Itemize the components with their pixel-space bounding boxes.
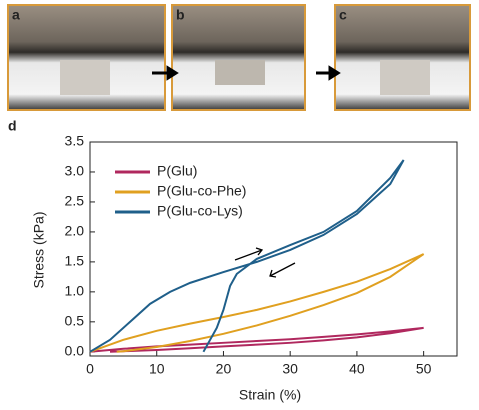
legend-label: P(Glu-co-Phe): [157, 183, 246, 199]
x-tick-label: 40: [349, 361, 365, 377]
y-tick-label: 2.5: [65, 193, 85, 209]
x-axis-label: Strain (%): [239, 387, 301, 403]
y-axis-label: Stress (kPa): [31, 211, 47, 288]
photo-panels: a b c: [7, 4, 471, 111]
y-tick-label: 1.5: [65, 253, 85, 269]
panel-label: a: [12, 7, 20, 23]
arrow: [234, 247, 264, 261]
panel-label: c: [339, 7, 347, 23]
series-line: [89, 159, 405, 353]
x-tick-label: 30: [282, 361, 298, 377]
x-tick-label: 10: [149, 361, 165, 377]
photo-b: [171, 4, 306, 111]
x-tick-label: 50: [416, 361, 432, 377]
arrow: [152, 65, 179, 81]
y-tick-label: 3.0: [65, 163, 85, 179]
x-tick-label: 20: [216, 361, 232, 377]
y-tick-label: 2.0: [65, 223, 85, 239]
legend-label: P(Glu): [157, 163, 197, 179]
legend-label: P(Glu-co-Lys): [157, 203, 243, 219]
y-tick-label: 0.5: [65, 313, 85, 329]
x-tick-label: 0: [86, 361, 94, 377]
sample: [215, 60, 265, 85]
sample: [380, 60, 430, 95]
y-tick-label: 0.0: [65, 343, 85, 359]
y-tick-label: 3.5: [65, 133, 85, 149]
series-line: [89, 253, 425, 353]
sample: [60, 60, 110, 95]
arrow: [269, 262, 296, 278]
panel-label: b: [176, 7, 185, 23]
plot-frame: [89, 141, 458, 357]
arrow: [316, 65, 341, 81]
panel-label: d: [8, 118, 17, 134]
series-line: [89, 326, 424, 353]
y-tick-label: 1.0: [65, 283, 85, 299]
